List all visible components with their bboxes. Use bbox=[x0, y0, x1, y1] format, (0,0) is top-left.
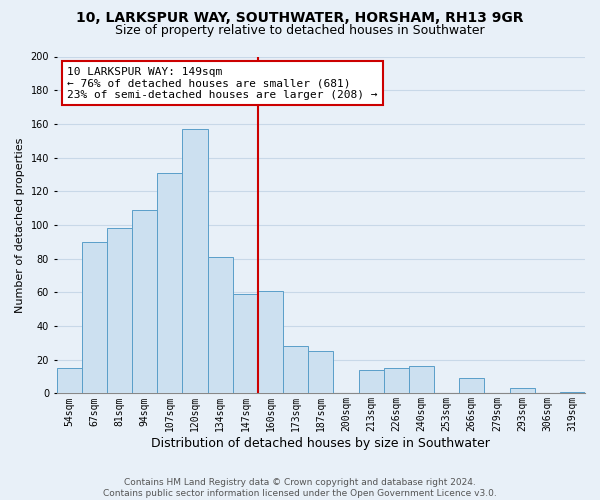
Bar bbox=[182, 129, 208, 394]
Y-axis label: Number of detached properties: Number of detached properties bbox=[15, 138, 25, 312]
Bar bbox=[132, 210, 157, 394]
Text: Size of property relative to detached houses in Southwater: Size of property relative to detached ho… bbox=[115, 24, 485, 37]
Bar bbox=[157, 172, 182, 394]
Bar bbox=[509, 388, 535, 394]
Text: 10 LARKSPUR WAY: 149sqm
← 76% of detached houses are smaller (681)
23% of semi-d: 10 LARKSPUR WAY: 149sqm ← 76% of detache… bbox=[67, 66, 378, 100]
Bar bbox=[359, 370, 384, 394]
Bar bbox=[308, 352, 334, 394]
Bar bbox=[283, 346, 308, 394]
Bar bbox=[459, 378, 484, 394]
Bar bbox=[107, 228, 132, 394]
Bar bbox=[384, 368, 409, 394]
Bar bbox=[409, 366, 434, 394]
Bar bbox=[258, 290, 283, 394]
Bar bbox=[56, 368, 82, 394]
Bar bbox=[560, 392, 585, 394]
Bar bbox=[208, 257, 233, 394]
Bar bbox=[82, 242, 107, 394]
Text: Contains HM Land Registry data © Crown copyright and database right 2024.
Contai: Contains HM Land Registry data © Crown c… bbox=[103, 478, 497, 498]
Text: 10, LARKSPUR WAY, SOUTHWATER, HORSHAM, RH13 9GR: 10, LARKSPUR WAY, SOUTHWATER, HORSHAM, R… bbox=[76, 11, 524, 25]
Bar bbox=[233, 294, 258, 394]
X-axis label: Distribution of detached houses by size in Southwater: Distribution of detached houses by size … bbox=[151, 437, 490, 450]
